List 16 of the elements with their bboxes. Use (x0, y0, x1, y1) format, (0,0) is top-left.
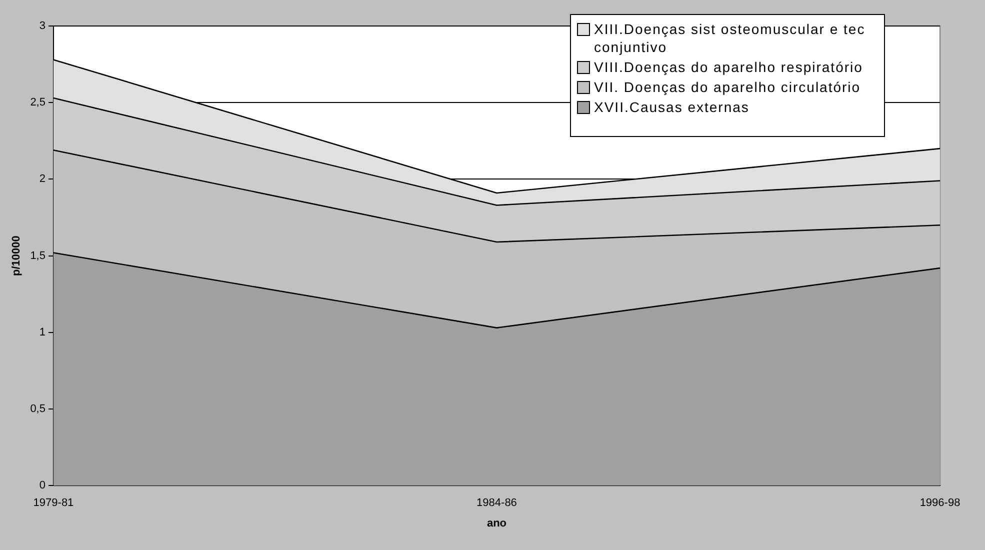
y-tick-label: 0,5 (30, 403, 46, 416)
x-tick-label: 1979-81 (33, 497, 74, 510)
y-axis-title: p/10000 (10, 236, 23, 276)
x-tick-label: 1996-98 (920, 497, 960, 510)
legend-label: XIII.Doenças sist osteomuscular e tec conjuntivo (594, 20, 866, 56)
x-tick-label: 1984-86 (476, 497, 517, 510)
y-tick-label: 2,5 (30, 96, 46, 109)
y-tick-label: 2 (39, 173, 46, 186)
legend-label: VII. Doenças do aparelho circulatório (594, 78, 861, 96)
legend-label: XVII.Causas externas (594, 98, 750, 116)
y-tick-label: 3 (39, 20, 46, 32)
x-axis-title: ano (486, 517, 507, 530)
y-tick-label: 1 (39, 326, 46, 338)
y-tick-label: 0 (39, 480, 46, 492)
y-tick-label: 1,5 (30, 250, 46, 262)
legend-label: VIII.Doenças do aparelho respiratório (594, 58, 863, 76)
